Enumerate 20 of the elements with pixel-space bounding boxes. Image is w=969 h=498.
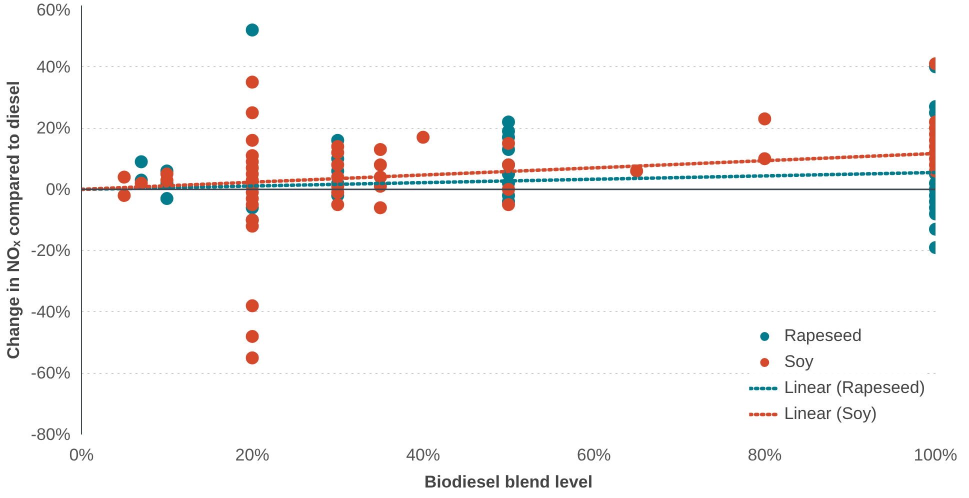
- y-tick-label: -60%: [30, 364, 70, 383]
- y-tick-label: 20%: [36, 118, 71, 138]
- x-axis-title: Biodiesel blend level: [424, 472, 593, 492]
- x-tick-label: 40%: [406, 446, 440, 464]
- x-tick-label: 0%: [69, 446, 94, 464]
- legend-label: Soy: [784, 352, 814, 372]
- y-axis-title: Change in NOₓ compared to diesel: [4, 80, 23, 360]
- y-tick-label: -40%: [30, 302, 70, 322]
- x-tick-label: 80%: [748, 446, 782, 464]
- legend-label: Rapeseed: [784, 326, 862, 346]
- y-tick-label: 40%: [36, 57, 71, 76]
- legend-label: Linear (Soy): [784, 404, 877, 424]
- x-tick-label: 100%: [914, 446, 958, 464]
- y-tick-label: -80%: [30, 425, 70, 444]
- legend-label: Linear (Rapeseed): [784, 378, 925, 398]
- x-tick-label: 20%: [235, 446, 270, 464]
- y-tick-label: 60%: [36, 0, 71, 20]
- y-tick-label: -20%: [30, 241, 70, 260]
- y-tick-label: 0%: [46, 180, 71, 199]
- x-tick-label: 60%: [576, 446, 611, 464]
